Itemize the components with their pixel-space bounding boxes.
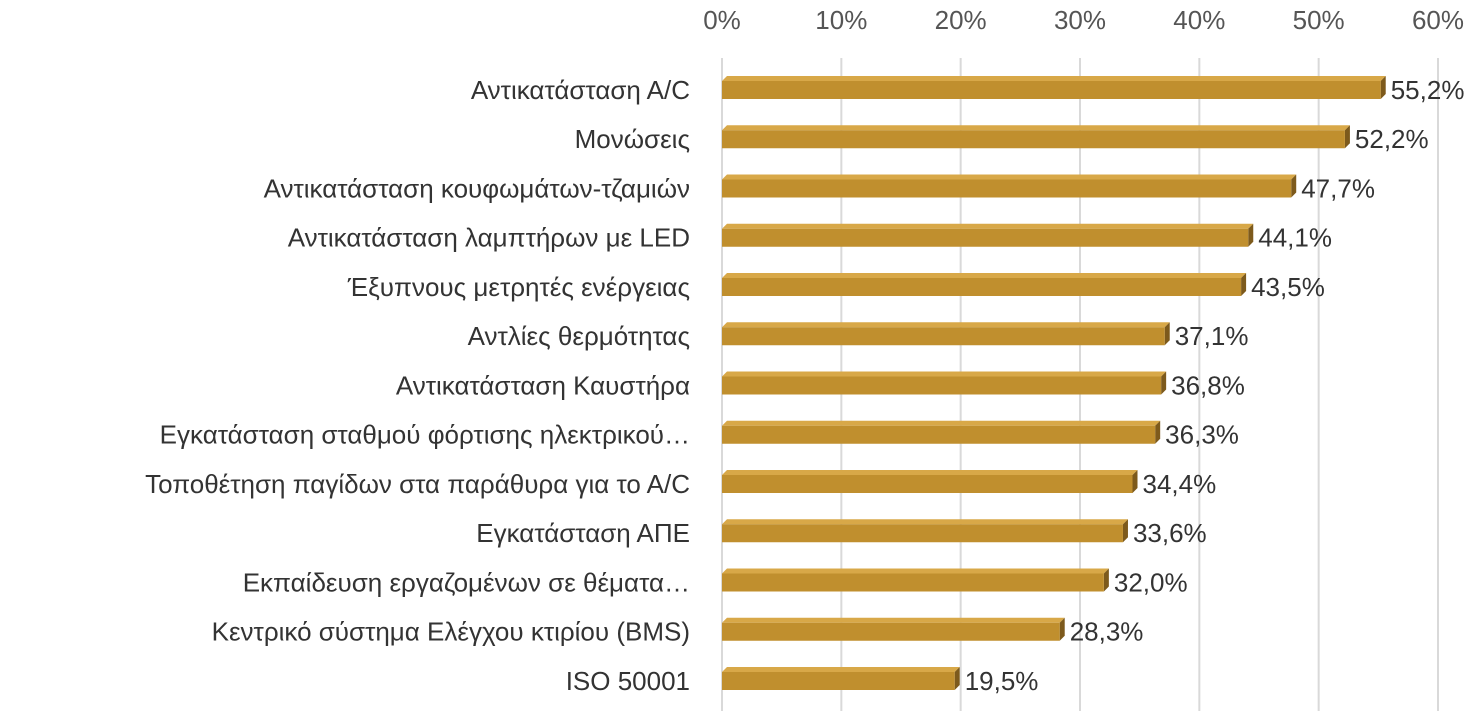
data-label: 47,7%: [1301, 173, 1375, 203]
data-label: 37,1%: [1175, 321, 1249, 351]
bar-top: [722, 568, 1109, 574]
y-tick-label: Έξυπνους μετρητές ενέργειας: [347, 272, 690, 302]
bar: [722, 425, 1156, 444]
y-tick-label: Αντικατάσταση λαμπτήρων με LED: [288, 223, 690, 253]
bar-top: [722, 617, 1065, 623]
y-tick-label: Τοποθέτηση παγίδων στα παράθυρα για το Α…: [145, 469, 690, 499]
x-tick-label: 40%: [1173, 5, 1225, 35]
bar-side: [1132, 470, 1138, 493]
bar-top: [722, 420, 1161, 426]
bar-side: [1122, 519, 1128, 543]
x-tick-label: 20%: [935, 5, 987, 35]
data-label: 44,1%: [1258, 223, 1332, 253]
x-tick-label: 10%: [815, 5, 867, 35]
bar-top: [722, 519, 1128, 525]
bar-side: [1161, 371, 1167, 395]
x-tick-label: 0%: [703, 5, 741, 35]
bar-side: [1380, 76, 1386, 99]
y-tick-label: Εγκατάσταση ΑΠΕ: [476, 518, 690, 548]
data-label: 33,6%: [1133, 518, 1207, 548]
data-label: 43,5%: [1251, 272, 1325, 302]
bar: [722, 179, 1292, 198]
bar-side: [1248, 223, 1254, 247]
bar-side: [1241, 273, 1247, 296]
y-tick-label: Αντικατάσταση Α/C: [471, 75, 690, 105]
y-tick-label: Αντικατάσταση Καυστήρα: [396, 370, 690, 400]
x-tick-label: 50%: [1293, 5, 1345, 35]
bar-top: [722, 223, 1254, 229]
bar: [722, 228, 1249, 247]
bar: [722, 327, 1165, 346]
bar-top: [722, 470, 1138, 475]
bar-top: [722, 371, 1167, 377]
bar: [722, 524, 1123, 543]
bar-top: [722, 174, 1297, 180]
y-tick-label: ISO 50001: [566, 666, 690, 696]
bar: [722, 130, 1345, 149]
y-tick-label: Εγκατάσταση σταθμού φόρτισης ηλεκτρικού…: [160, 420, 690, 450]
bar-side: [954, 667, 960, 690]
y-tick-label: Εκπαίδευση εργαζομένων σε θέματα…: [243, 567, 690, 597]
y-tick-label: Αντικατάσταση κουφωμάτων-τζαμιών: [264, 173, 690, 203]
data-label: 32,0%: [1114, 567, 1188, 597]
bar-side: [1164, 322, 1170, 346]
x-tick-label: 30%: [1054, 5, 1106, 35]
bar-top: [722, 322, 1170, 328]
bar: [722, 278, 1242, 296]
bar: [722, 672, 955, 690]
y-tick-label: Κεντρικό σύστημα Ελέγχου κτιρίου (BMS): [212, 617, 690, 647]
bar-top: [722, 76, 1386, 81]
x-tick-label: 60%: [1412, 5, 1464, 35]
bar-top: [722, 667, 960, 672]
bar: [722, 376, 1162, 395]
data-label: 28,3%: [1070, 617, 1144, 647]
bar-side: [1059, 617, 1065, 641]
data-label: 34,4%: [1143, 469, 1217, 499]
bar-side: [1291, 174, 1297, 198]
bar-top: [722, 125, 1350, 131]
data-label: 55,2%: [1391, 75, 1465, 105]
bar-side: [1103, 568, 1109, 592]
bar-side: [1344, 125, 1350, 149]
bar: [722, 81, 1381, 99]
bar: [722, 475, 1133, 493]
data-label: 36,8%: [1171, 370, 1245, 400]
data-label: 19,5%: [965, 666, 1039, 696]
bar-top: [722, 273, 1247, 278]
y-tick-label: Μονώσεις: [575, 124, 690, 154]
y-tick-label: Αντλίες θερμότητας: [468, 321, 690, 351]
bar: [722, 573, 1104, 592]
bar: [722, 622, 1060, 641]
data-label: 52,2%: [1355, 124, 1429, 154]
bar-side: [1155, 420, 1161, 444]
data-label: 36,3%: [1165, 420, 1239, 450]
